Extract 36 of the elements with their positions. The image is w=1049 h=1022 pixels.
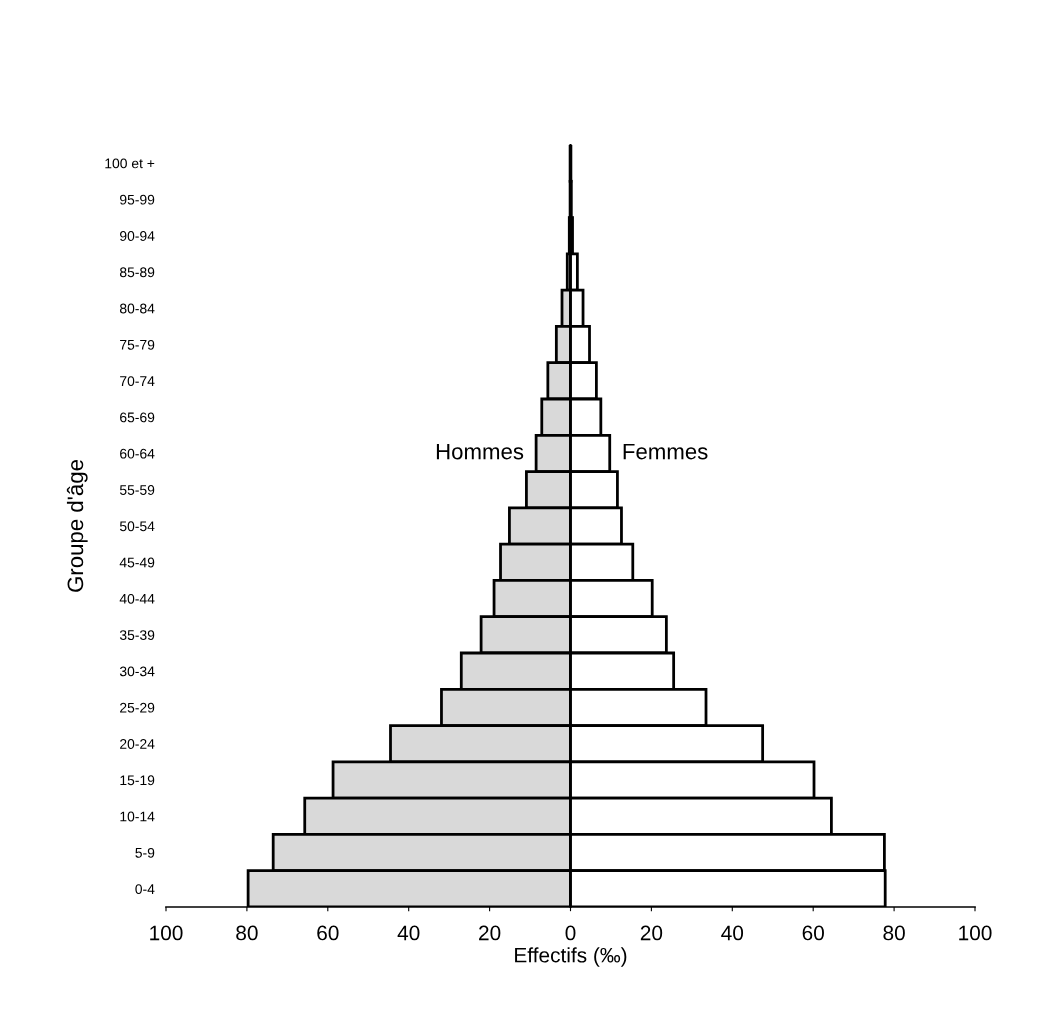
x-axis-title: Effectifs (‰) [515,947,627,967]
x-tick-label: 60 [802,925,824,941]
y-tick-label: 30-34 [119,666,155,677]
x-tick-label: 80 [236,925,258,941]
x-tick-label: 40 [721,925,744,941]
x-tick-label: 20 [479,925,501,941]
y-tick-label: 40-44 [119,593,155,604]
y-tick-label: 85-89 [119,267,155,278]
y-tick-label: 15-19 [120,775,155,786]
x-tick-label: 100 [150,925,183,941]
y-tick-label: 45-49 [119,557,155,568]
x-tick-label: 40 [397,925,420,941]
y-tick-label: 10-14 [120,811,155,822]
y-tick-label: 70-74 [120,376,155,387]
x-tick-label: 60 [317,925,339,941]
y-tick-label: 55-59 [119,485,155,495]
y-tick-label: 5-9 [135,847,155,858]
y-tick-label: 75-79 [120,339,155,350]
y-tick-label: 60-64 [120,448,155,459]
y-tick-label: 20-24 [120,739,155,749]
y-tick-label: 50-54 [119,521,155,532]
y-tick-label: 95-99 [120,194,155,205]
y-tick-label: 25-29 [120,702,155,713]
y-tick-label: 35-39 [119,630,155,641]
y-tick-label: 90-94 [120,231,155,241]
x-tick-label: 80 [883,925,905,941]
y-tick-label: 0-4 [135,884,155,895]
y-tick-label: 80-84 [119,303,155,314]
series-label: Femmes [623,443,708,460]
y-tick-label: 65-69 [120,412,155,423]
x-tick-label: 20 [640,925,663,941]
x-tick-label: 100 [959,925,992,941]
y-axis-title: Groupe d'âge [66,459,88,592]
y-tick-label: 100 et + [105,158,155,169]
series-label: Hommes [436,443,524,460]
x-tick-label: 0 [565,925,576,941]
